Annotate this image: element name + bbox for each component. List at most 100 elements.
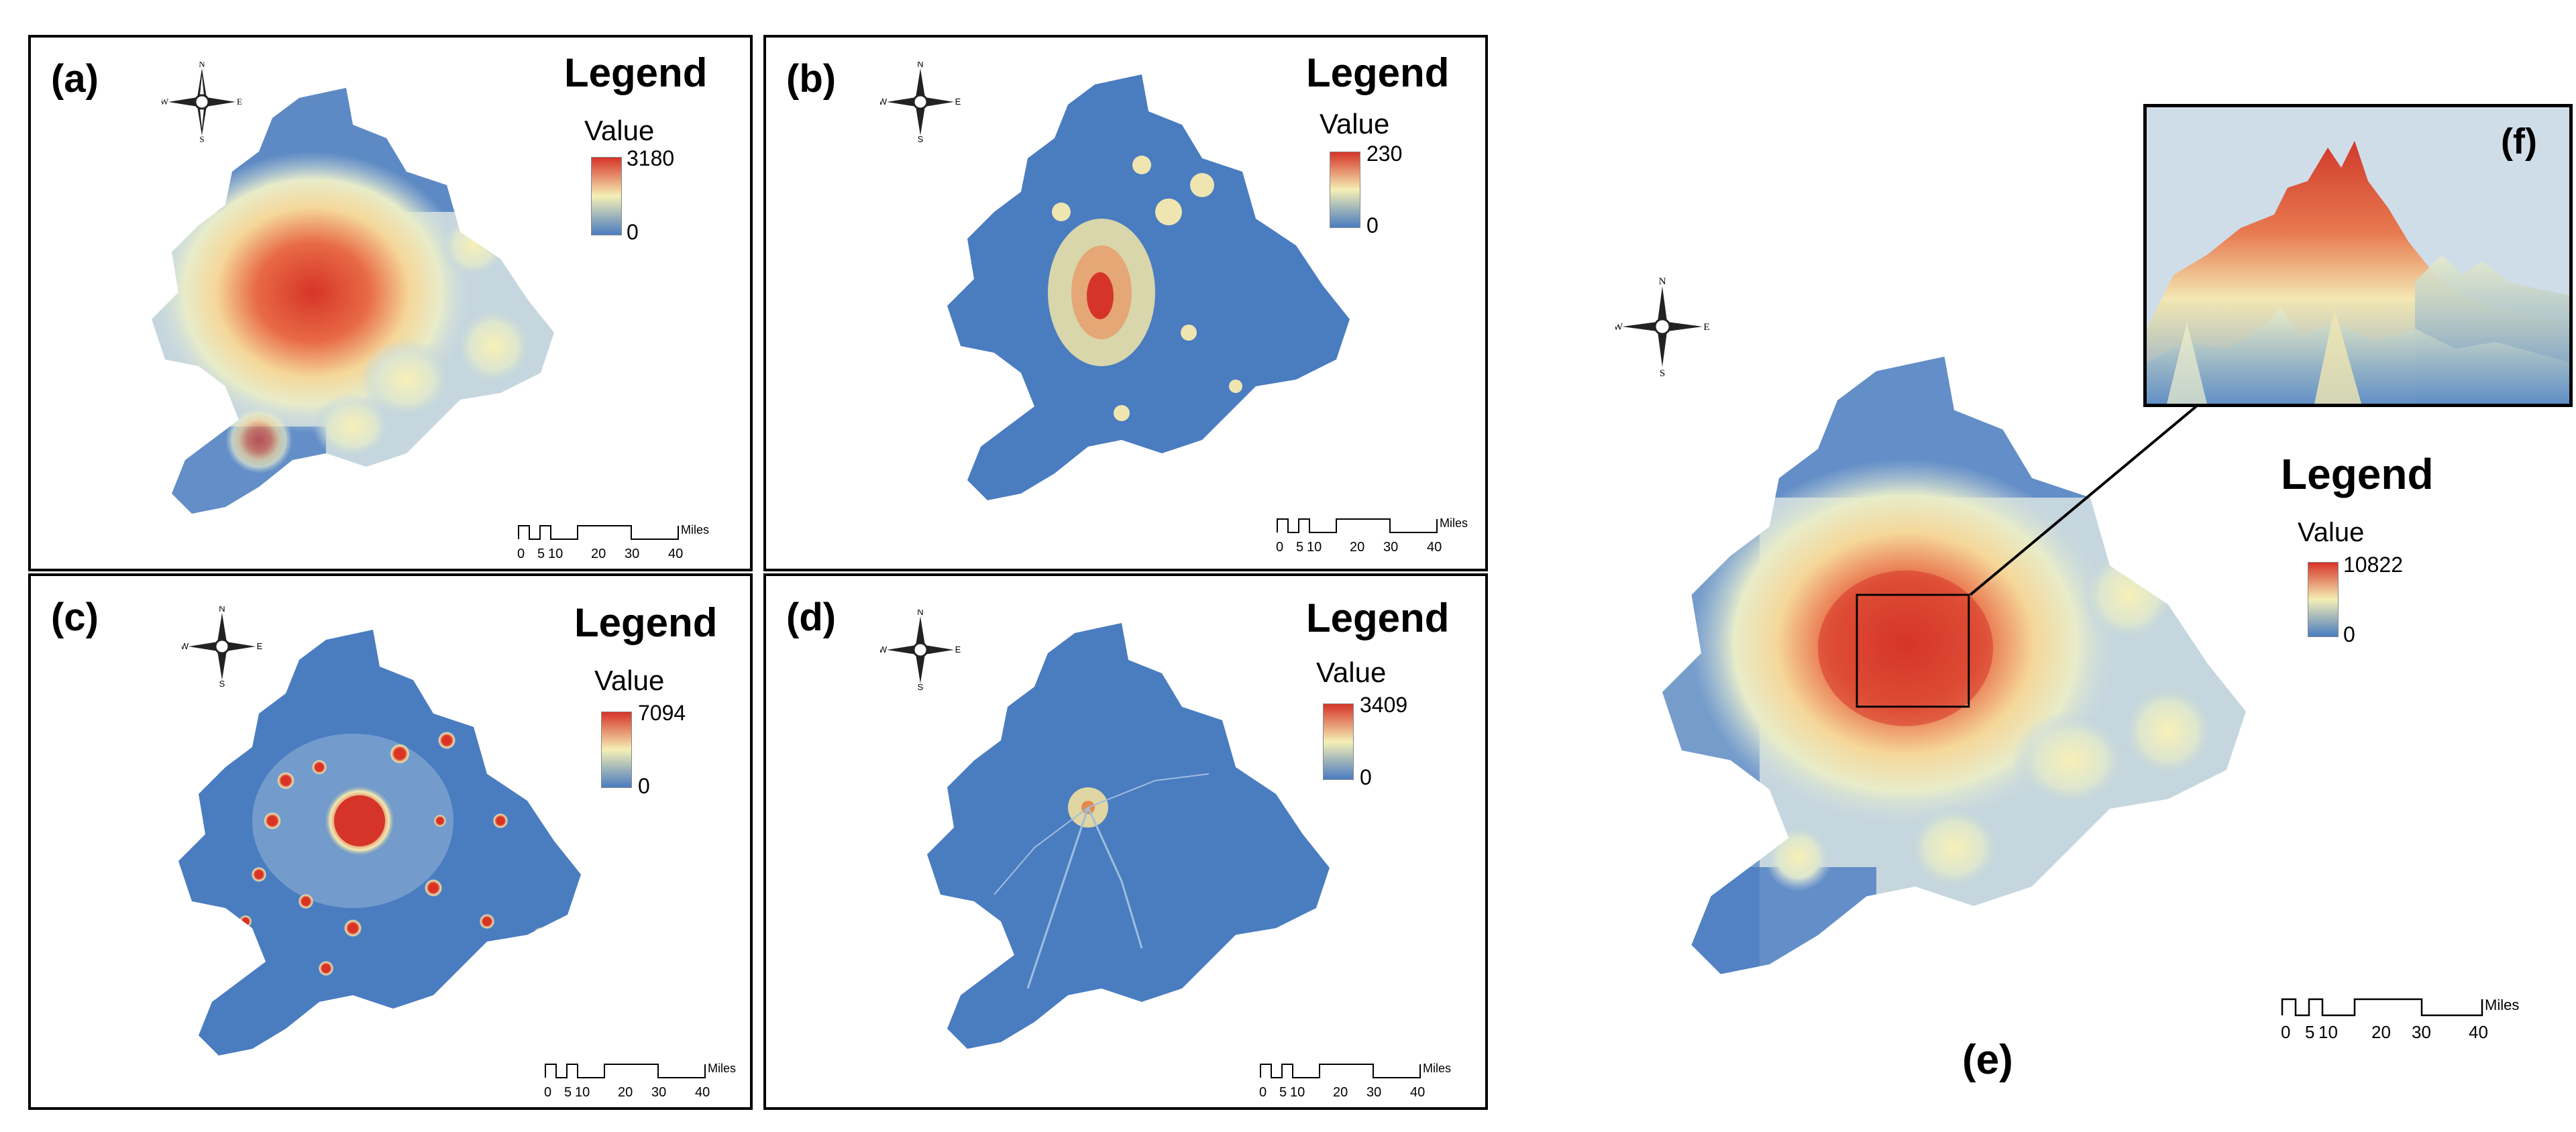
panel-label: (e) [1962, 1037, 2013, 1083]
legend-min: 0 [638, 774, 650, 798]
compass-icon: N S E W [180, 604, 263, 690]
svg-text:40: 40 [2469, 1022, 2488, 1042]
panel-label: (b) [786, 57, 837, 101]
legend-value-label: Value [584, 115, 655, 146]
scale-bar: 0 5 10 20 30 40 Miles [1259, 1058, 1485, 1107]
svg-text:E: E [1703, 322, 1709, 333]
zoom-box [1856, 593, 1970, 708]
legend-color-bar [591, 157, 622, 235]
legend-color-bar [2308, 562, 2339, 637]
svg-text:20: 20 [591, 547, 606, 561]
legend-color-bar [1330, 152, 1360, 228]
compass-icon: N S E W [160, 59, 242, 146]
svg-text:5: 5 [537, 547, 545, 561]
svg-text:5: 5 [564, 1085, 572, 1100]
compass-icon: N S E W [879, 59, 961, 146]
svg-text:30: 30 [651, 1085, 666, 1100]
svg-text:W: W [880, 644, 888, 655]
svg-text:S: S [918, 134, 924, 142]
inset-3d-surface [2147, 107, 2569, 404]
svg-text:40: 40 [695, 1085, 710, 1100]
svg-text:30: 30 [2412, 1022, 2431, 1042]
legend-min: 0 [1360, 765, 1372, 789]
svg-text:Miles: Miles [2485, 997, 2519, 1013]
inset-f: (f) [2143, 104, 2573, 407]
svg-text:10: 10 [548, 547, 563, 561]
svg-text:0: 0 [1276, 540, 1283, 555]
panel-a: (a) N S E W Legend Value 3180 0 0 5 10 2… [28, 35, 753, 571]
svg-text:W: W [1615, 322, 1623, 333]
svg-text:10: 10 [2318, 1022, 2338, 1042]
panel-label: (c) [51, 596, 99, 639]
svg-text:Miles: Miles [708, 1062, 736, 1075]
svg-text:30: 30 [1366, 1085, 1381, 1100]
map-b [947, 74, 1350, 500]
legend-max: 10822 [2343, 553, 2403, 577]
svg-text:Miles: Miles [681, 523, 709, 536]
panel-label: (d) [786, 596, 837, 639]
svg-text:S: S [199, 134, 204, 142]
legend-title: Legend [1306, 50, 1450, 95]
map-c [178, 630, 581, 1056]
legend-title: Legend [1306, 596, 1450, 640]
scale-bar: 0 5 10 20 30 40 Miles [544, 1058, 750, 1107]
svg-text:10: 10 [1307, 540, 1322, 555]
svg-text:W: W [880, 97, 888, 107]
legend-max: 230 [1366, 142, 1403, 166]
svg-text:30: 30 [625, 547, 639, 561]
legend-color-bar [1323, 703, 1354, 780]
map-d [927, 623, 1330, 1049]
panel-label: (a) [51, 57, 99, 101]
svg-text:E: E [237, 97, 242, 107]
svg-text:S: S [918, 682, 924, 690]
legend-max: 3409 [1360, 693, 1408, 717]
legend-value-label: Value [1316, 657, 1387, 688]
svg-text:E: E [257, 641, 262, 651]
svg-text:S: S [219, 679, 225, 687]
svg-text:20: 20 [618, 1085, 633, 1100]
svg-text:E: E [955, 644, 961, 655]
svg-text:5: 5 [1279, 1085, 1287, 1100]
scale-bar: 0 5 10 20 30 40 Miles [2281, 993, 2563, 1050]
svg-text:40: 40 [1410, 1085, 1425, 1100]
legend-title: Legend [564, 50, 708, 95]
svg-text:N: N [219, 606, 225, 614]
legend-title: Legend [574, 600, 718, 645]
svg-text:20: 20 [2371, 1022, 2391, 1042]
legend-value-label: Value [594, 665, 665, 696]
panel-label: (f) [2501, 121, 2537, 162]
legend-max: 3180 [627, 146, 675, 170]
compass-icon: N S E W [879, 607, 961, 693]
svg-text:10: 10 [1290, 1085, 1305, 1100]
svg-text:W: W [182, 641, 189, 651]
scale-bar: 0 5 10 20 30 40 Miles [517, 519, 745, 569]
svg-text:Miles: Miles [1440, 516, 1468, 530]
svg-text:N: N [917, 62, 923, 69]
svg-text:20: 20 [1333, 1085, 1348, 1100]
svg-text:20: 20 [1350, 540, 1364, 555]
svg-text:S: S [1660, 368, 1665, 377]
svg-text:0: 0 [544, 1085, 551, 1100]
svg-text:30: 30 [1383, 540, 1398, 555]
svg-text:E: E [955, 97, 961, 107]
legend-min: 0 [627, 220, 639, 244]
panel-c: (c) N S E W Legend Value 7094 0 0 5 10 2… [28, 573, 753, 1110]
legend-min: 0 [1366, 213, 1379, 237]
svg-text:W: W [162, 97, 169, 107]
panel-d: (d) N S E W Legend Value 3409 0 0 5 10 2… [763, 573, 1488, 1110]
svg-text:N: N [917, 610, 923, 617]
legend-color-bar [601, 712, 632, 788]
panel-b: (b) N S E W Legend Value 230 0 0 5 10 20… [763, 35, 1488, 571]
svg-text:40: 40 [668, 547, 683, 561]
svg-text:5: 5 [2305, 1022, 2314, 1042]
svg-text:N: N [1659, 276, 1666, 287]
svg-text:10: 10 [575, 1085, 590, 1100]
svg-text:0: 0 [517, 547, 525, 561]
map-a [152, 88, 554, 514]
legend-max: 7094 [638, 701, 686, 725]
legend-min: 0 [2343, 622, 2355, 646]
legend-title: Legend [2281, 450, 2434, 498]
compass-icon: N S E W [1613, 276, 1710, 380]
legend-value-label: Value [1320, 108, 1390, 139]
legend-value-label: Value [2298, 518, 2365, 547]
